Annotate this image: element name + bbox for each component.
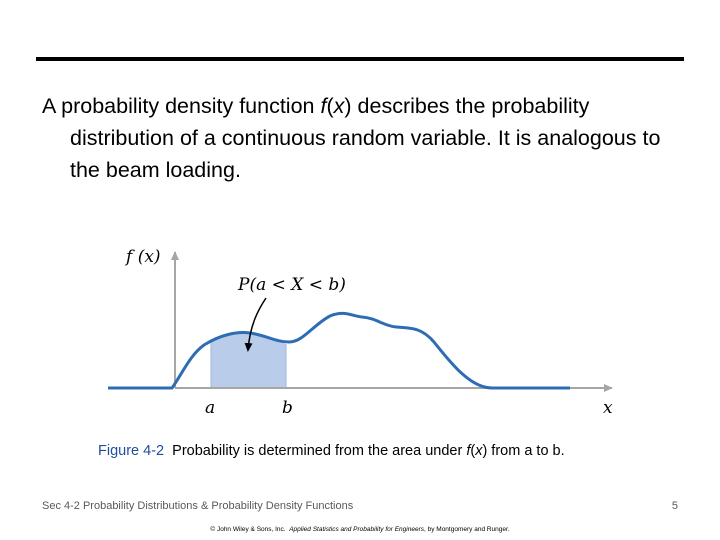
body-text-paren: ( <box>326 94 334 118</box>
y-axis-label: f (x) <box>124 247 161 267</box>
copyright-book-title: Applied Statistics and Probability for E… <box>289 526 424 533</box>
caption-text2: ) from a to b. <box>482 443 565 459</box>
b-label: b <box>282 398 293 418</box>
copyright-post: , by Montgomery and Runger. <box>424 526 510 533</box>
body-text-f: f <box>320 94 327 118</box>
copyright-pre: © John Wiley & Sons, Inc. <box>210 526 290 533</box>
x-axis-label: x <box>603 398 613 418</box>
caption-text1: Probability is determined from the area … <box>164 443 467 459</box>
body-text-part1: A probability density function <box>42 94 321 118</box>
caption-label: Figure 4-2 <box>98 443 165 459</box>
figure-caption: Figure 4-2 Probability is determined fro… <box>98 443 565 459</box>
slide-number: 5 <box>671 500 678 512</box>
probability-annotation: P(a < X < b) <box>237 275 346 295</box>
footer-section-title: Sec 4-2 Probability Distributions & Prob… <box>42 500 354 512</box>
density-curve <box>108 311 570 390</box>
copyright-notice: © John Wiley & Sons, Inc. Applied Statis… <box>0 526 720 533</box>
body-text: A probability density function f(x) desc… <box>42 90 690 186</box>
body-text-x: x <box>333 94 345 118</box>
caption-f: f <box>466 443 471 459</box>
caption-x: x <box>475 443 483 459</box>
caption-paren: ( <box>470 443 476 459</box>
top-rule <box>36 57 684 61</box>
shaded-probability-area <box>211 332 286 388</box>
a-label: a <box>205 398 215 418</box>
body-text-part2: ) describes the probability distribution… <box>70 94 661 182</box>
annotation-arrow <box>244 297 267 352</box>
